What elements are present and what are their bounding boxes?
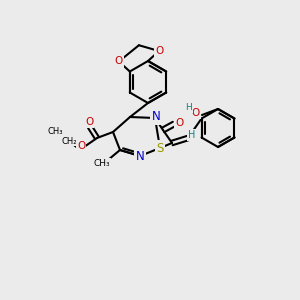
Text: CH₂: CH₂ bbox=[61, 136, 77, 146]
Text: N: N bbox=[152, 110, 160, 124]
Text: O: O bbox=[192, 108, 200, 118]
Text: CH₃: CH₃ bbox=[47, 127, 63, 136]
Text: O: O bbox=[175, 118, 183, 128]
Text: H: H bbox=[186, 103, 192, 112]
Text: S: S bbox=[156, 142, 164, 154]
Text: O: O bbox=[85, 117, 93, 127]
Text: H: H bbox=[188, 130, 196, 140]
Text: O: O bbox=[77, 141, 85, 151]
Text: N: N bbox=[136, 151, 144, 164]
Text: O: O bbox=[115, 56, 123, 67]
Text: CH₃: CH₃ bbox=[94, 158, 110, 167]
Text: O: O bbox=[155, 46, 163, 56]
